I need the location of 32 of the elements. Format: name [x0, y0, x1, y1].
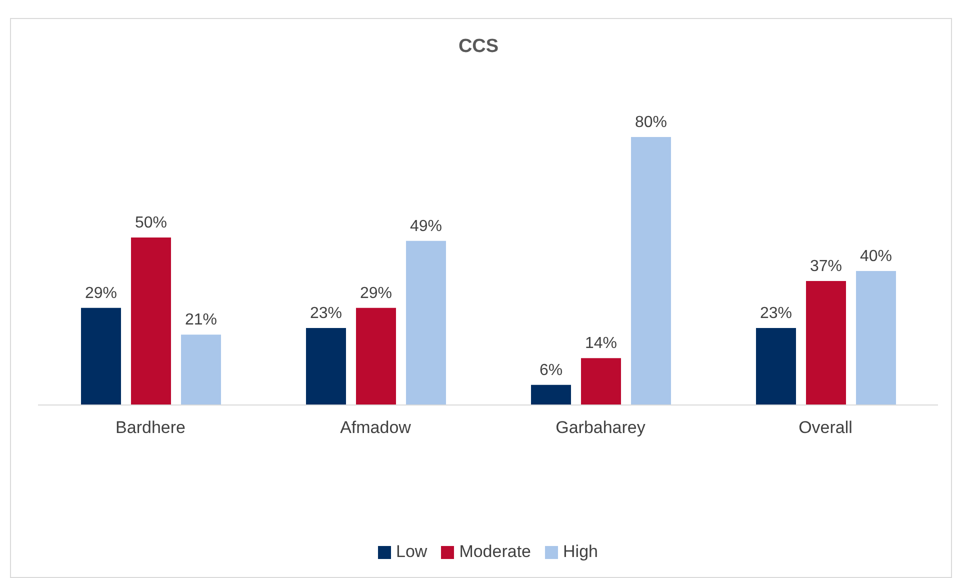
bar: [131, 238, 171, 405]
data-label: 23%: [310, 304, 342, 322]
bar: [806, 281, 846, 405]
bar: [531, 384, 571, 405]
legend-label: Low: [395, 542, 428, 562]
data-label: 23%: [760, 304, 792, 322]
x-tick-label: Bardhere: [116, 418, 186, 438]
bar: [856, 271, 896, 405]
bar: [356, 308, 396, 405]
legend-label: Moderate: [458, 542, 532, 562]
data-label: 50%: [134, 214, 168, 232]
data-label: 37%: [810, 258, 842, 276]
data-label: 6%: [539, 362, 563, 379]
data-label: 29%: [84, 284, 118, 302]
legend-label: High: [562, 542, 598, 562]
data-label: 14%: [584, 335, 618, 352]
data-label: 49%: [410, 218, 442, 235]
bar: [81, 308, 121, 405]
bar: [581, 358, 621, 405]
bar: [756, 328, 796, 405]
bar: [631, 137, 671, 405]
bar: [406, 240, 446, 405]
data-label: 40%: [860, 248, 892, 265]
bar: [181, 334, 221, 405]
data-label: 21%: [184, 312, 218, 329]
x-tick-label: Overall: [798, 418, 852, 438]
data-label: 80%: [634, 114, 668, 131]
x-tick-label: Garbaharey: [556, 418, 646, 438]
chart-title: CCS: [457, 36, 500, 58]
x-tick-label: Afmadow: [340, 418, 412, 438]
bar: [306, 328, 346, 405]
data-label: 29%: [360, 284, 392, 302]
